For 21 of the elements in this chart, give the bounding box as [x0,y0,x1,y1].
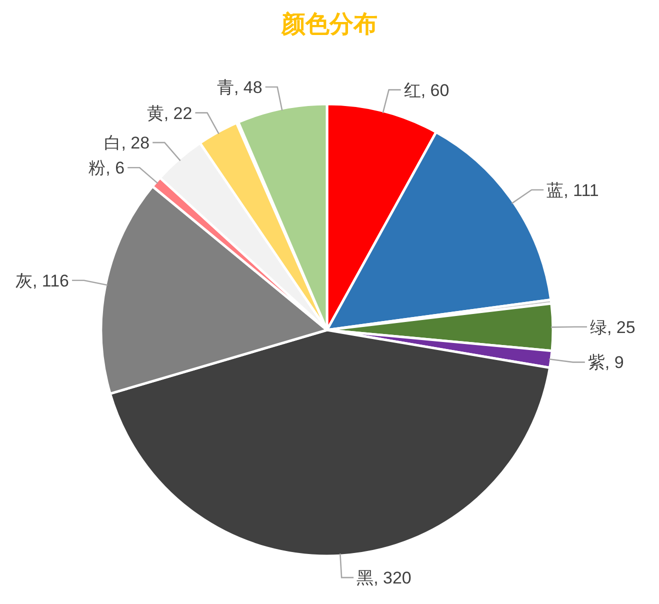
slice-label: 灰 [15,271,32,290]
slice-label: 红 [404,80,421,100]
data-label: , 48 [234,78,262,98]
slice-label: 绿 [590,318,607,337]
data-label: , 116 [32,271,70,290]
slice-label: 粉 [88,158,106,178]
slice-label: 黄 [146,104,164,123]
data-label: , 60 [420,80,450,100]
chart-title: 颜色分布 [280,11,378,38]
slice-label: 黑 [356,568,374,588]
data-label: , 111 [564,180,599,200]
data-label: , 9 [604,353,624,372]
data-label: , 320 [374,568,412,588]
slice-label: 青 [216,78,234,98]
data-label: , 6 [106,158,125,178]
data-label: , 28 [121,134,150,153]
slice-label: 白 [104,134,122,153]
data-label: , 25 [606,318,636,337]
slice-label: 蓝 [546,180,564,200]
data-label: , 22 [164,104,192,123]
slice-label: 紫 [588,353,605,372]
